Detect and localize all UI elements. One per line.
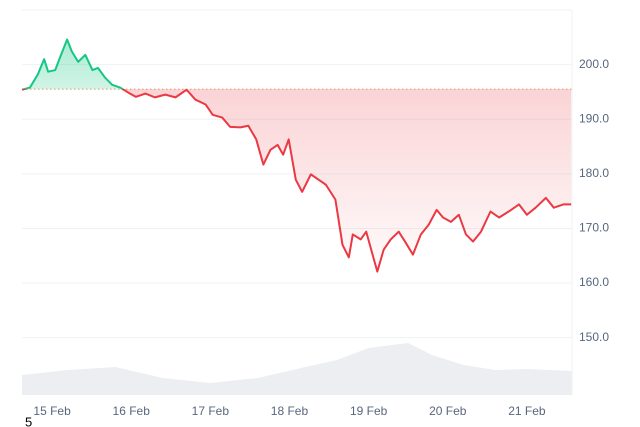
y-tick-label: 200.0 — [579, 57, 609, 71]
x-tick-label: 20 Feb — [429, 404, 467, 418]
y-tick-label: 190.0 — [579, 111, 609, 125]
footnote: 5 — [25, 414, 32, 427]
x-tick-label: 17 Feb — [192, 404, 230, 418]
y-tick-label: 160.0 — [579, 275, 609, 289]
x-tick-label: 21 Feb — [508, 404, 546, 418]
price-area — [22, 39, 572, 272]
x-tick-label: 15 Feb — [33, 404, 71, 418]
x-tick-label: 18 Feb — [271, 404, 309, 418]
x-tick-label: 16 Feb — [113, 404, 151, 418]
price-line — [21, 38, 572, 273]
volume-area — [22, 343, 572, 395]
y-tick-label: 170.0 — [579, 221, 609, 235]
x-tick-label: 19 Feb — [350, 404, 388, 418]
y-tick-label: 180.0 — [579, 166, 609, 180]
y-tick-label: 150.0 — [579, 330, 609, 344]
